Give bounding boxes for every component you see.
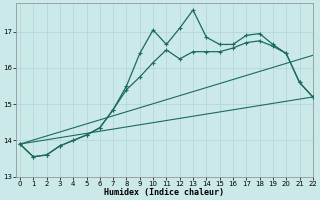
X-axis label: Humidex (Indice chaleur): Humidex (Indice chaleur) xyxy=(104,188,224,197)
